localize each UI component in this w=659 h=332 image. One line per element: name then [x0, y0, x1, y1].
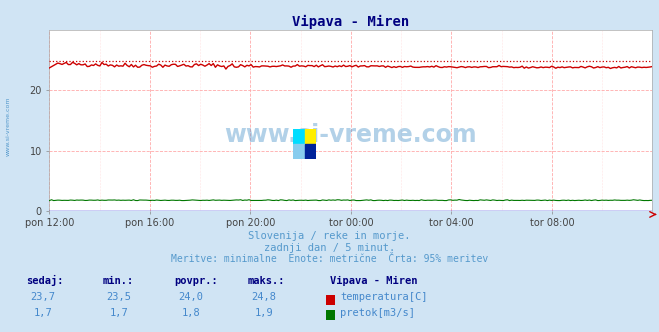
Text: zadnji dan / 5 minut.: zadnji dan / 5 minut.: [264, 243, 395, 253]
Text: min.:: min.:: [102, 276, 133, 286]
Bar: [293, 129, 304, 144]
Text: sedaj:: sedaj:: [26, 275, 64, 286]
Text: 1,9: 1,9: [254, 308, 273, 318]
Text: Meritve: minimalne  Enote: metrične  Črta: 95% meritev: Meritve: minimalne Enote: metrične Črta:…: [171, 254, 488, 264]
Text: 24,0: 24,0: [179, 292, 204, 302]
Text: 23,5: 23,5: [106, 292, 131, 302]
Text: pretok[m3/s]: pretok[m3/s]: [340, 308, 415, 318]
Bar: [304, 144, 316, 159]
Text: 1,7: 1,7: [109, 308, 128, 318]
Bar: [293, 144, 304, 159]
Text: www.si-vreme.com: www.si-vreme.com: [225, 123, 477, 147]
Text: 1,8: 1,8: [182, 308, 200, 318]
Text: 23,7: 23,7: [30, 292, 55, 302]
Text: 24,8: 24,8: [251, 292, 276, 302]
Title: Vipava - Miren: Vipava - Miren: [293, 15, 409, 29]
Text: temperatura[C]: temperatura[C]: [340, 292, 428, 302]
Text: www.si-vreme.com: www.si-vreme.com: [5, 96, 11, 156]
Text: maks.:: maks.:: [247, 276, 285, 286]
Text: Slovenija / reke in morje.: Slovenija / reke in morje.: [248, 231, 411, 241]
Bar: [304, 129, 316, 144]
Text: 1,7: 1,7: [34, 308, 52, 318]
Text: Vipava - Miren: Vipava - Miren: [330, 276, 417, 286]
Text: povpr.:: povpr.:: [175, 276, 218, 286]
